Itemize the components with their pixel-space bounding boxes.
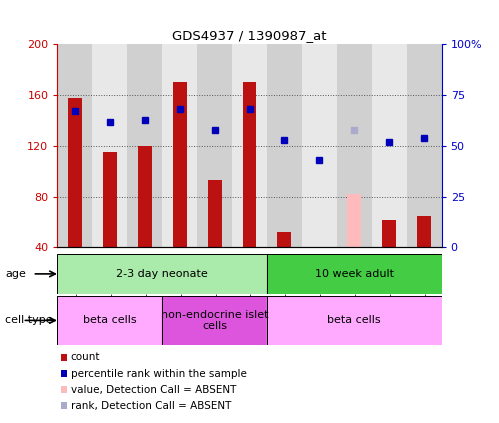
- Text: 2-3 day neonate: 2-3 day neonate: [116, 269, 208, 279]
- Bar: [162, 296, 267, 345]
- Text: non-endocrine islet
cells: non-endocrine islet cells: [161, 310, 268, 331]
- Text: count: count: [71, 352, 100, 363]
- Bar: [68, 98, 82, 247]
- Bar: [232, 44, 267, 247]
- Bar: [337, 44, 372, 247]
- Bar: [267, 44, 302, 247]
- Bar: [57, 44, 92, 247]
- Bar: [57, 296, 162, 345]
- Bar: [243, 82, 256, 247]
- Bar: [407, 44, 442, 247]
- Text: cell type: cell type: [5, 316, 52, 325]
- Bar: [347, 194, 361, 247]
- Text: percentile rank within the sample: percentile rank within the sample: [71, 368, 247, 379]
- Bar: [277, 232, 291, 247]
- Bar: [267, 296, 442, 345]
- Bar: [138, 146, 152, 247]
- Bar: [162, 44, 197, 247]
- Bar: [382, 220, 396, 247]
- Title: GDS4937 / 1390987_at: GDS4937 / 1390987_at: [172, 29, 327, 42]
- Bar: [208, 180, 222, 247]
- Bar: [127, 44, 162, 247]
- Text: 10 week adult: 10 week adult: [315, 269, 394, 279]
- Text: rank, Detection Call = ABSENT: rank, Detection Call = ABSENT: [71, 401, 231, 411]
- Bar: [302, 44, 337, 247]
- Bar: [267, 296, 442, 345]
- Bar: [417, 216, 431, 247]
- Bar: [372, 44, 407, 247]
- Text: beta cells: beta cells: [83, 316, 137, 325]
- Bar: [57, 254, 267, 294]
- Text: beta cells: beta cells: [327, 316, 381, 325]
- Bar: [57, 254, 267, 294]
- Bar: [162, 296, 267, 345]
- Bar: [92, 44, 127, 247]
- Bar: [103, 152, 117, 247]
- Bar: [267, 254, 442, 294]
- Bar: [197, 44, 232, 247]
- Text: age: age: [5, 269, 26, 279]
- Bar: [267, 254, 442, 294]
- Bar: [173, 82, 187, 247]
- Text: value, Detection Call = ABSENT: value, Detection Call = ABSENT: [71, 385, 236, 395]
- Bar: [57, 296, 162, 345]
